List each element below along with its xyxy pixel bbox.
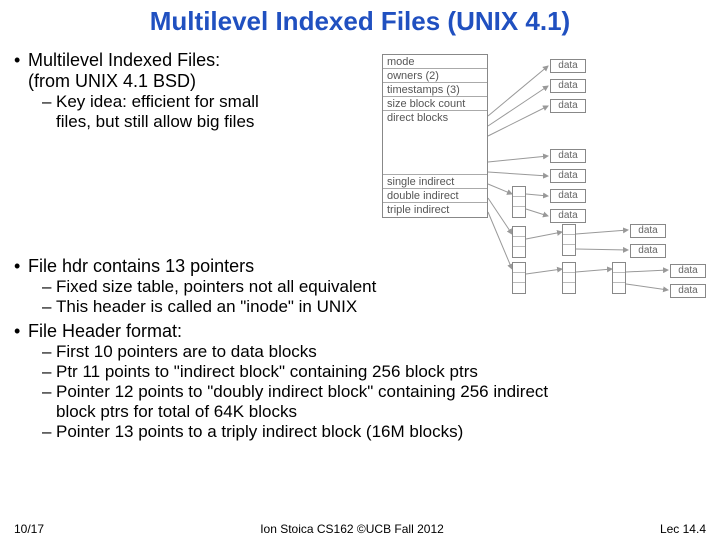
bullet-3-sub-4-text: Pointer 13 points to a triply indirect b… xyxy=(56,422,710,442)
ptr-block-triple-l3 xyxy=(612,262,626,294)
inode-row-triple: triple indirect xyxy=(383,203,487,217)
data-box: data xyxy=(550,79,586,93)
footer-left: 10/17 xyxy=(14,522,44,536)
data-box: data xyxy=(550,99,586,113)
data-box: data xyxy=(630,244,666,258)
ptr-block-double-l2 xyxy=(562,224,576,256)
bullet-3: • File Header format: xyxy=(14,321,710,342)
ptr-block-triple-l2 xyxy=(562,262,576,294)
inode-row-size: size block count xyxy=(383,97,487,111)
inode-row-owners: owners (2) xyxy=(383,69,487,83)
bullet-dash: – xyxy=(42,277,56,297)
bullet-3-sub-3b-text: block ptrs for total of 64K blocks xyxy=(56,402,710,422)
inode-row-direct: direct blocks xyxy=(383,111,487,175)
bullet-3-sub-2: – Ptr 11 points to "indirect block" cont… xyxy=(42,362,710,382)
data-box: data xyxy=(670,284,706,298)
footer: 10/17 Ion Stoica CS162 ©UCB Fall 2012 Le… xyxy=(0,522,720,536)
footer-center: Ion Stoica CS162 ©UCB Fall 2012 xyxy=(260,522,444,536)
bullet-dash: – xyxy=(42,382,56,402)
inode-row-double: double indirect xyxy=(383,189,487,203)
data-box: data xyxy=(550,169,586,183)
slide-title: Multilevel Indexed Files (UNIX 4.1) xyxy=(0,0,720,37)
data-box: data xyxy=(550,209,586,223)
bullet-3-sub-2-text: Ptr 11 points to "indirect block" contai… xyxy=(56,362,710,382)
ptr-block-single xyxy=(512,186,526,218)
inode-row-single: single indirect xyxy=(383,175,487,189)
inode-box: mode owners (2) timestamps (3) size bloc… xyxy=(382,54,488,218)
bullet-3-text: File Header format: xyxy=(28,321,710,342)
data-box: data xyxy=(630,224,666,238)
footer-right: Lec 14.4 xyxy=(660,522,706,536)
bullet-dash: – xyxy=(42,297,56,317)
bullet-3-sub-4: – Pointer 13 points to a triply indirect… xyxy=(42,422,710,442)
bullet-dash: – xyxy=(42,422,56,442)
bullet-dash: – xyxy=(42,92,56,112)
data-box: data xyxy=(670,264,706,278)
data-box: data xyxy=(550,59,586,73)
ptr-block-double-l1 xyxy=(512,226,526,258)
inode-row-timestamps: timestamps (3) xyxy=(383,83,487,97)
bullet-3-sub-1-text: First 10 pointers are to data blocks xyxy=(56,342,710,362)
bullet-dash: – xyxy=(42,362,56,382)
bullet-3-sub-3a-text: Pointer 12 points to "doubly indirect bl… xyxy=(56,382,710,402)
inode-diagram: mode owners (2) timestamps (3) size bloc… xyxy=(362,44,712,306)
bullet-dot: • xyxy=(14,256,28,277)
bullet-dash: – xyxy=(42,342,56,362)
bullet-3-sub-3: – Pointer 12 points to "doubly indirect … xyxy=(42,382,710,422)
bullet-dot: • xyxy=(14,50,28,71)
data-box: data xyxy=(550,189,586,203)
bullet-dot: • xyxy=(14,321,28,342)
inode-row-mode: mode xyxy=(383,55,487,69)
bullet-3-sub-1: – First 10 pointers are to data blocks xyxy=(42,342,710,362)
ptr-block-triple-l1 xyxy=(512,262,526,294)
data-box: data xyxy=(550,149,586,163)
